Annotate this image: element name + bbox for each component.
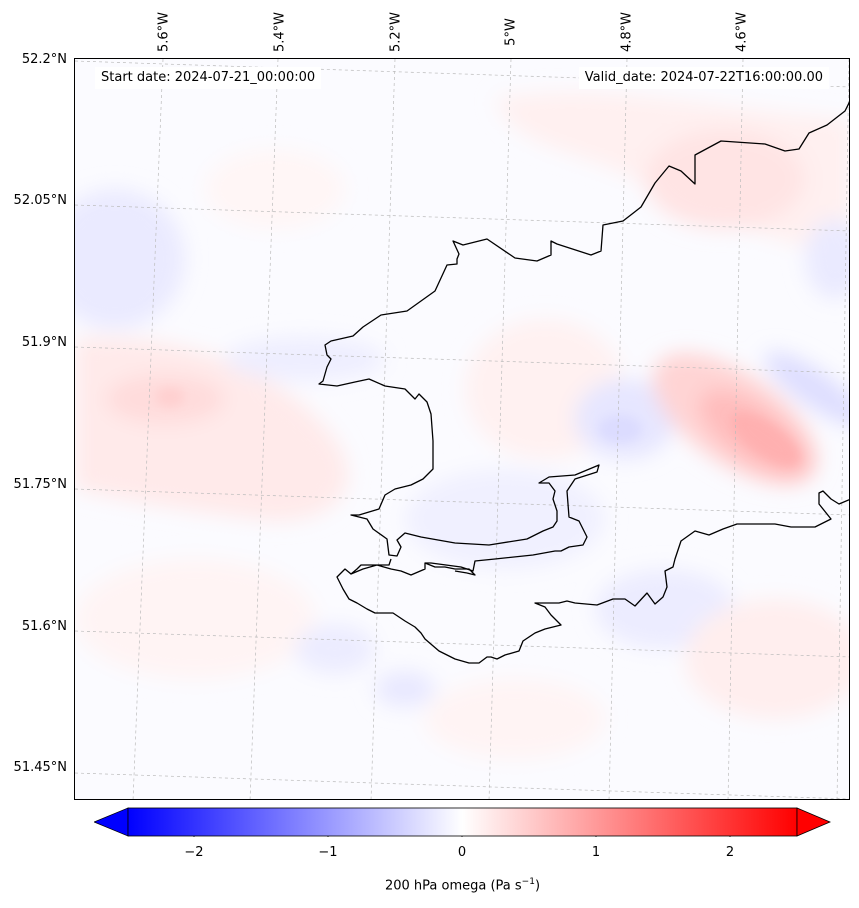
omega-fine-contours xyxy=(156,387,800,466)
colorbar-label-main: 200 hPa omega (Pa s xyxy=(384,878,522,894)
colorbar xyxy=(94,807,831,837)
lon-label-5-6: 5.6°W xyxy=(154,8,174,56)
lon-label-4-8: 4.8°W xyxy=(617,8,637,56)
start-date-label: Start date: 2024-07-21_00:00:00 xyxy=(95,67,322,89)
map-plot-area: Start date: 2024-07-21_00:00:00 Valid_da… xyxy=(74,58,850,800)
colorbar-ticks xyxy=(193,836,731,837)
colorbar-tick-1: 1 xyxy=(591,845,601,860)
lon-label-5-4-text: 5.4°W xyxy=(272,11,288,53)
lat-label-51-45: 51.45°N xyxy=(13,760,67,775)
colorbar-tick-0: 0 xyxy=(457,845,467,860)
omega-field-map xyxy=(75,59,849,799)
lon-label-4-6-text: 4.6°W xyxy=(734,11,750,53)
lon-label-4-6: 4.6°W xyxy=(732,8,752,56)
colorbar-tick-neg2: −2 xyxy=(184,845,204,860)
colorbar-label: 200 hPa omega (Pa s−1) xyxy=(0,877,859,893)
lon-label-5-2: 5.2°W xyxy=(386,8,406,56)
valid-date-label: Valid_date: 2024-07-22T16:00:00.00 xyxy=(578,67,829,89)
lat-label-52-2: 52.2°N xyxy=(21,52,67,67)
lon-label-5-2-text: 5.2°W xyxy=(388,11,404,53)
lon-label-4-8-text: 4.8°W xyxy=(619,11,635,53)
colorbar-label-tail: ) xyxy=(534,878,541,894)
lat-label-51-6: 51.6°N xyxy=(21,619,67,634)
colorbar-tick-neg1: −1 xyxy=(318,845,338,860)
lat-label-51-9: 51.9°N xyxy=(21,335,67,350)
colorbar-min-extend xyxy=(94,807,129,837)
omega-contours xyxy=(75,92,849,759)
colorbar-gradient xyxy=(127,807,798,837)
lon-label-5-0: 5°W xyxy=(501,8,521,56)
lat-label-51-75: 51.75°N xyxy=(13,477,67,492)
colorbar-max-extend xyxy=(796,807,831,837)
lat-label-52-05: 52.05°N xyxy=(13,193,67,208)
lon-label-5-0-text: 5°W xyxy=(503,18,519,46)
coastline xyxy=(318,101,849,664)
gridlines xyxy=(75,59,849,799)
lon-label-5-4: 5.4°W xyxy=(270,8,290,56)
colorbar-tick-2: 2 xyxy=(725,845,735,860)
colorbar-label-sup: −1 xyxy=(521,877,535,887)
lon-label-5-6-text: 5.6°W xyxy=(156,11,172,53)
